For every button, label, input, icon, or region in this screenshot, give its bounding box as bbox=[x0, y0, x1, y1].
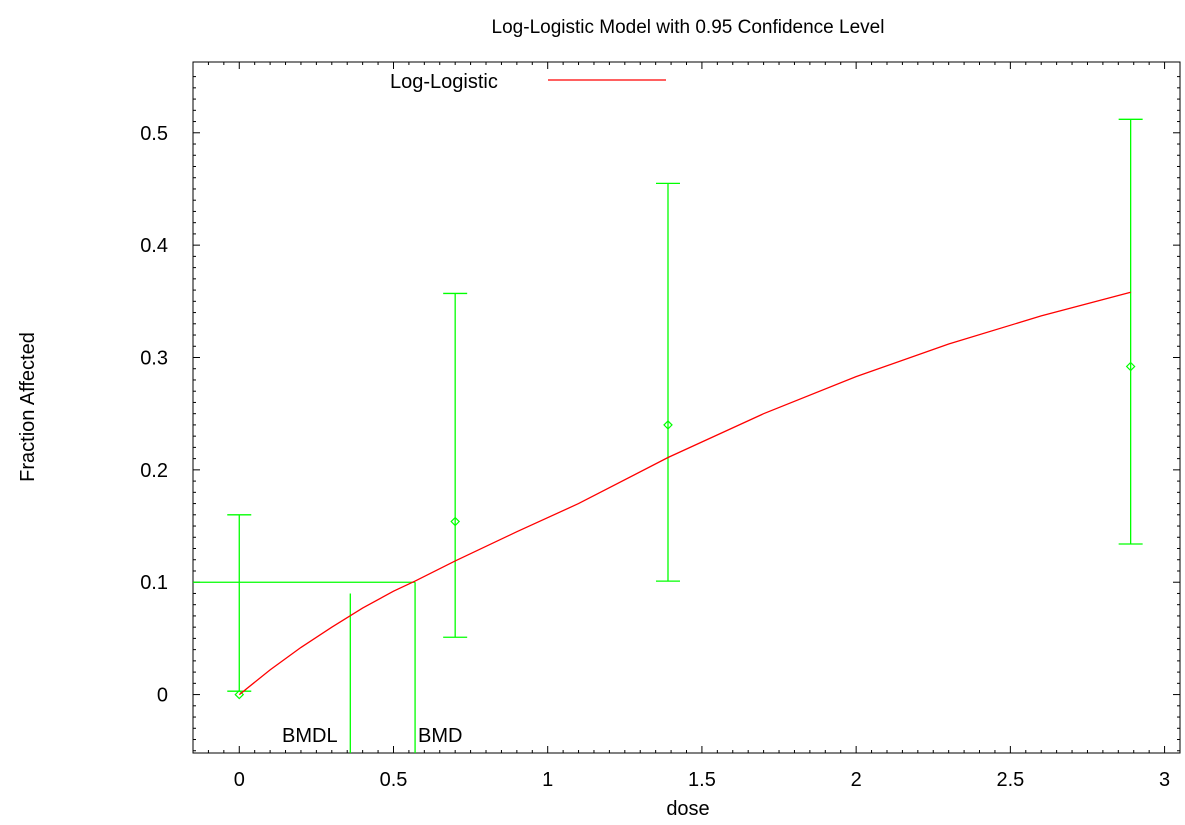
y-axis-label: Fraction Affected bbox=[17, 332, 39, 482]
data-point bbox=[450, 516, 461, 527]
y-tick-label: 0.1 bbox=[140, 572, 168, 594]
y-tick-label: 0.3 bbox=[140, 348, 168, 370]
y-tick-label: 0.5 bbox=[140, 123, 168, 145]
legend: Log-Logistic bbox=[390, 71, 666, 93]
legend-label: Log-Logistic bbox=[390, 71, 498, 93]
data-point bbox=[663, 420, 673, 430]
x-tick-label: 3 bbox=[1159, 769, 1170, 791]
data-error-bars bbox=[227, 118, 1143, 692]
y-tick-label: 0.2 bbox=[140, 460, 168, 482]
x-tick-label: 2.5 bbox=[996, 769, 1024, 791]
data-points bbox=[234, 361, 1136, 700]
chart-title: Log-Logistic Model with 0.95 Confidence … bbox=[492, 17, 885, 38]
x-tick-label: 0.5 bbox=[380, 769, 408, 791]
x-tick-label: 1 bbox=[542, 769, 553, 791]
log-logistic-curve bbox=[238, 291, 1131, 696]
x-tick-label: 1.5 bbox=[688, 769, 716, 791]
bmd-label: BMD bbox=[418, 725, 462, 747]
x-axis-label: dose bbox=[666, 798, 709, 820]
y-tick-label: 0 bbox=[157, 685, 168, 707]
y-axis: 0 0.1 0.2 0.3 0.4 0.5 bbox=[140, 76, 1180, 752]
bmd-guide-lines bbox=[193, 581, 416, 753]
data-point bbox=[1125, 361, 1136, 372]
x-tick-label: 0 bbox=[234, 769, 245, 791]
x-axis: 0 0.5 1 1.5 2 2.5 3 bbox=[207, 62, 1181, 791]
x-tick-label: 2 bbox=[851, 769, 862, 791]
y-tick-label: 0.4 bbox=[140, 235, 168, 257]
bmdl-label: BMDL bbox=[282, 725, 338, 747]
plot-frame bbox=[192, 61, 1181, 754]
